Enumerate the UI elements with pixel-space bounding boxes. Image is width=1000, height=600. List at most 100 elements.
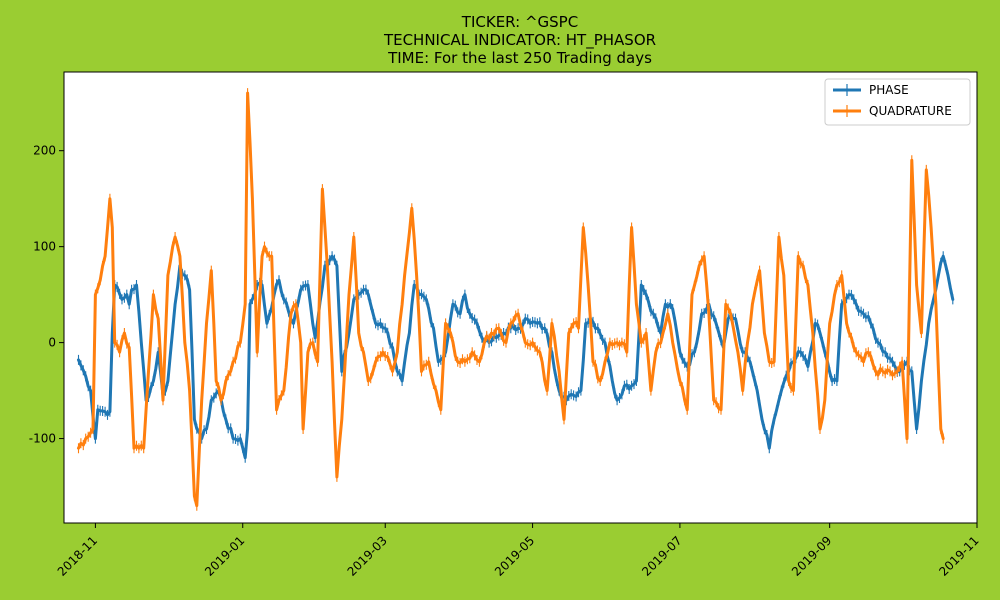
data-point [239,341,242,344]
data-point [128,346,130,349]
data-point [232,437,234,440]
data-point [543,327,546,330]
data-point [210,269,213,272]
data-point [396,370,399,373]
data-point [283,298,285,301]
data-point [415,274,418,277]
data-point [157,317,159,320]
data-point [529,322,531,325]
data-point [708,313,710,315]
data-point [799,351,802,354]
data-point [531,341,534,344]
data-point [386,356,389,358]
data-point [780,389,783,392]
data-point [215,380,217,382]
data-point [758,269,761,272]
data-point [640,341,643,344]
data-point [348,332,350,334]
data-point [179,255,181,257]
data-point [819,428,821,430]
data-point [763,332,766,334]
data-point [135,284,138,286]
data-point [126,293,128,296]
data-point [382,351,384,354]
data-point [582,226,585,229]
data-point [341,418,343,421]
data-point [546,389,548,392]
data-point [845,322,848,325]
data-point [205,428,208,430]
data-point [205,322,208,325]
data-point [867,351,870,354]
data-point [635,303,638,306]
data-point [667,313,669,315]
data-point [737,351,739,354]
data-point [420,370,423,373]
chart-title-line-1: TICKER: ^GSPC [461,13,578,31]
series-layer [77,88,955,511]
data-point [290,313,292,315]
data-point [773,361,775,363]
data-point [109,410,111,413]
data-point [850,337,853,339]
data-point [517,327,519,330]
data-point [741,389,744,392]
data-point [925,169,928,171]
data-point [836,380,838,382]
series-phase-line [77,254,955,460]
data-point [464,293,466,296]
data-point [456,361,459,363]
data-point [693,351,696,354]
data-point [935,303,937,306]
data-point [123,332,126,334]
data-point [906,437,908,440]
data-point [630,226,633,229]
data-point [302,428,304,430]
data-point [563,418,565,421]
y-tick-label: -100 [29,432,56,446]
data-point [940,428,942,430]
data-point [664,303,667,306]
data-point [84,437,87,440]
data-point [671,308,674,310]
data-point [171,245,174,248]
data-point [510,322,512,325]
data-point [483,341,486,344]
data-point [94,437,97,440]
data-point [490,332,493,334]
data-point [167,380,169,382]
data-point [413,284,416,286]
data-point [469,313,471,315]
legend-label-phase: PHASE [869,83,909,97]
data-point [348,293,350,296]
data-point [99,279,101,282]
data-point [824,399,826,402]
data-point [275,409,278,411]
data-point [630,385,633,387]
data-point [621,341,623,344]
data-point [725,303,727,306]
data-point [645,293,647,296]
data-point [896,370,899,373]
data-point [797,255,800,257]
data-point [138,447,140,450]
data-point [184,341,186,344]
data-point [558,370,560,373]
data-point [411,207,413,210]
data-point [309,303,312,306]
data-point [295,303,297,306]
data-point [502,332,505,334]
data-point [299,289,302,291]
data-point [244,303,246,306]
data-point [432,327,435,330]
data-point [623,385,626,387]
data-point [152,293,155,296]
data-point [626,351,628,354]
data-point [703,255,705,257]
data-point [831,380,833,382]
data-point [819,332,821,334]
data-point [734,317,737,320]
data-point [261,255,263,257]
data-point [133,447,135,450]
